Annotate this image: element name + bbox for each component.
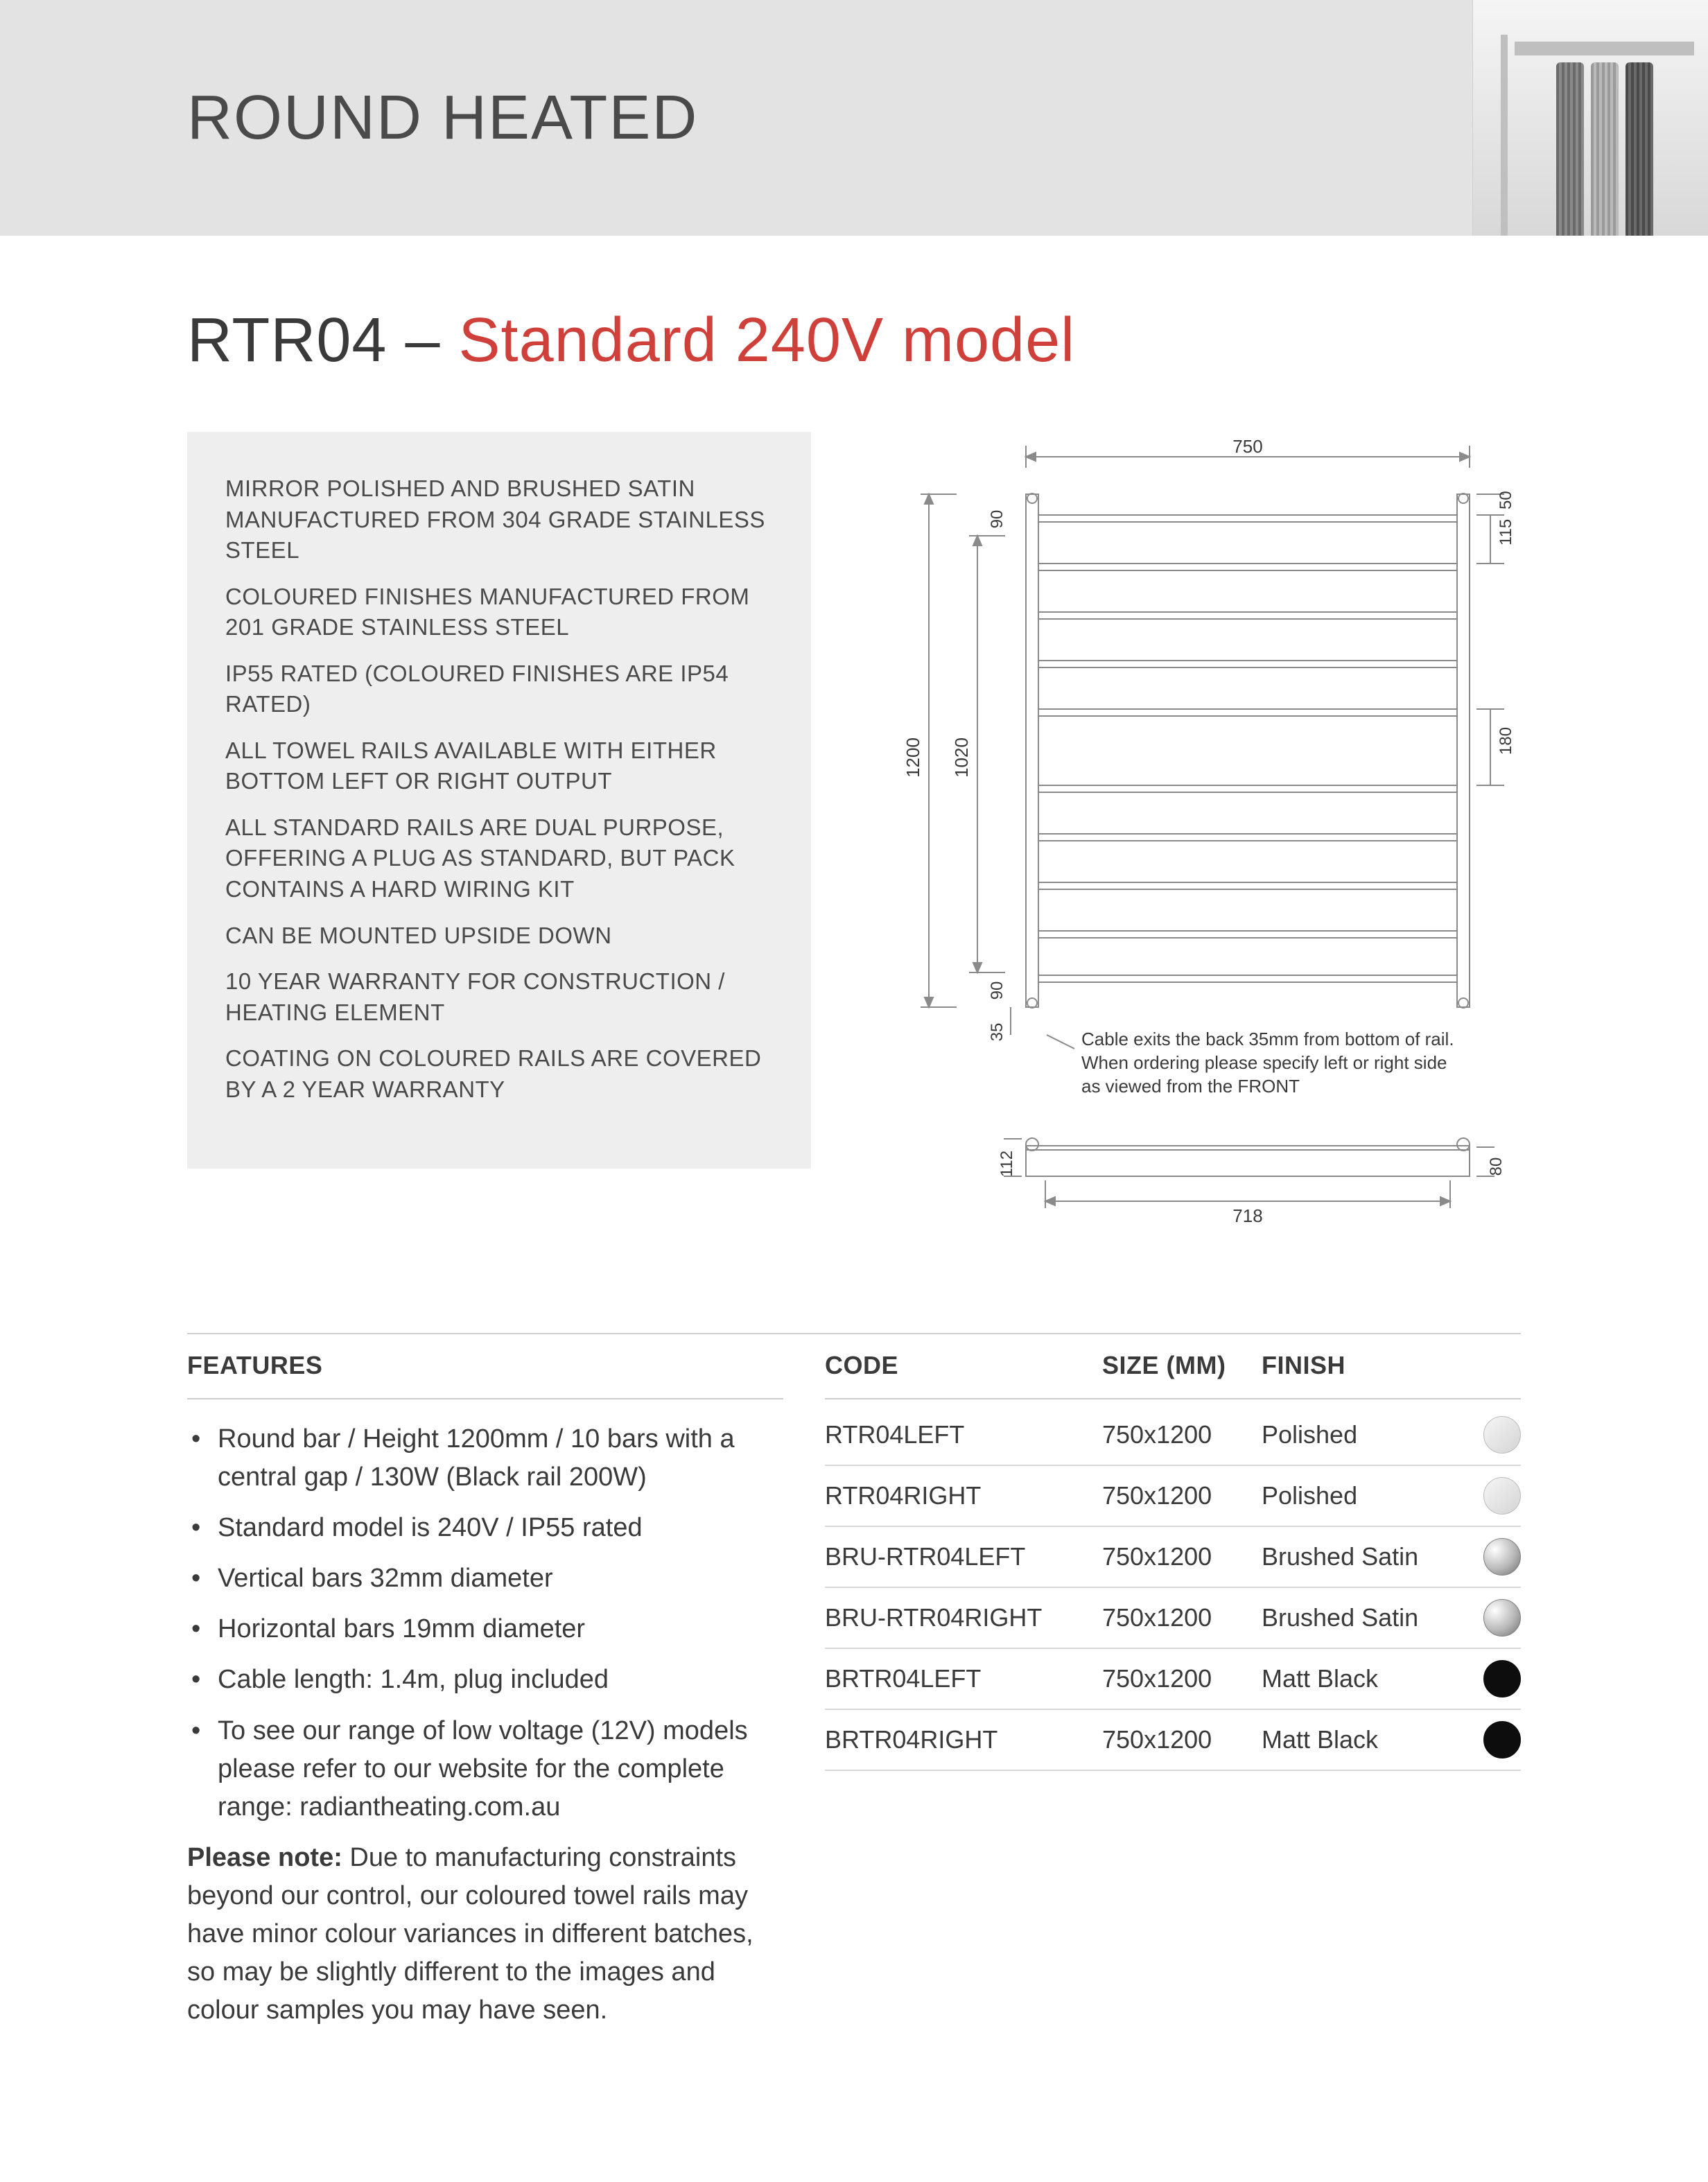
page-body: RTR04 – Standard 240V model MIRROR POLIS… xyxy=(0,236,1708,2099)
feature-item: Standard model is 240V / IP55 rated xyxy=(187,1509,783,1547)
diagram-note: Cable exits the back 35mm from bottom of… xyxy=(1081,1028,1456,1098)
sku-table-header: CODE SIZE (MM) FINISH xyxy=(825,1351,1521,1399)
sku-size: 750x1200 xyxy=(1102,1725,1262,1754)
product-title: RTR04 – Standard 240V model xyxy=(187,305,1521,376)
sku-code: RTR04RIGHT xyxy=(825,1481,1102,1510)
finish-swatch xyxy=(1483,1538,1521,1576)
spec-item: IP55 RATED (COLOURED FINISHES ARE IP54 R… xyxy=(225,658,773,720)
category-title: ROUND HEATED xyxy=(187,82,698,154)
sku-size: 750x1200 xyxy=(1102,1481,1262,1510)
col-code: CODE xyxy=(825,1351,1102,1380)
svg-text:50: 50 xyxy=(1497,491,1515,509)
feature-item: Cable length: 1.4m, plug included xyxy=(187,1661,783,1699)
sku-size: 750x1200 xyxy=(1102,1603,1262,1632)
title-sep: – xyxy=(387,306,458,375)
col-finish: FINISH xyxy=(1262,1351,1483,1380)
product-subtitle: Standard 240V model xyxy=(459,306,1076,375)
spec-item: ALL TOWEL RAILS AVAILABLE WITH EITHER BO… xyxy=(225,735,773,797)
spec-item: 10 YEAR WARRANTY FOR CONSTRUCTION / HEAT… xyxy=(225,966,773,1028)
finish-swatch xyxy=(1483,1660,1521,1697)
sku-code: BRTR04LEFT xyxy=(825,1664,1102,1693)
finish-swatch xyxy=(1483,1599,1521,1636)
sku-finish: Matt Black xyxy=(1262,1725,1483,1754)
spec-item: COATING ON COLOURED RAILS ARE COVERED BY… xyxy=(225,1043,773,1105)
sku-finish: Polished xyxy=(1262,1420,1483,1449)
svg-text:180: 180 xyxy=(1497,727,1515,755)
spec-item: COLOURED FINISHES MANUFACTURED FROM 201 … xyxy=(225,582,773,643)
feature-item: Vertical bars 32mm diameter xyxy=(187,1560,783,1598)
svg-text:35: 35 xyxy=(988,1023,1007,1042)
sku-finish: Matt Black xyxy=(1262,1664,1483,1693)
sku-size: 750x1200 xyxy=(1102,1664,1262,1693)
feature-item: Horizontal bars 19mm diameter xyxy=(187,1610,783,1648)
sku-finish: Brushed Satin xyxy=(1262,1603,1483,1632)
svg-text:112: 112 xyxy=(997,1151,1016,1177)
spec-item: MIRROR POLISHED AND BRUSHED SATIN MANUFA… xyxy=(225,473,773,566)
sku-row: BRU-RTR04RIGHT750x1200Brushed Satin xyxy=(825,1588,1521,1649)
sku-finish: Polished xyxy=(1262,1481,1483,1510)
header-band: ROUND HEATED xyxy=(0,0,1708,236)
svg-text:1200: 1200 xyxy=(903,737,923,778)
svg-text:115: 115 xyxy=(1497,519,1515,546)
finish-swatch xyxy=(1483,1721,1521,1758)
features-list: Round bar / Height 1200mm / 10 bars with… xyxy=(187,1420,783,1826)
sku-row: BRU-RTR04LEFT750x1200Brushed Satin xyxy=(825,1527,1521,1588)
sku-finish: Brushed Satin xyxy=(1262,1542,1483,1571)
sku-code: RTR04LEFT xyxy=(825,1420,1102,1449)
col-size: SIZE (MM) xyxy=(1102,1351,1262,1380)
feature-item: Round bar / Height 1200mm / 10 bars with… xyxy=(187,1420,783,1496)
product-code: RTR04 xyxy=(187,306,387,375)
svg-text:1020: 1020 xyxy=(951,737,972,778)
sku-row: RTR04LEFT750x1200Polished xyxy=(825,1405,1521,1466)
sku-size: 750x1200 xyxy=(1102,1420,1262,1449)
svg-text:750: 750 xyxy=(1232,436,1262,457)
sku-row: RTR04RIGHT750x1200Polished xyxy=(825,1466,1521,1527)
svg-text:80: 80 xyxy=(1487,1158,1506,1176)
finish-swatch xyxy=(1483,1416,1521,1454)
sku-row: BRTR04RIGHT750x1200Matt Black xyxy=(825,1710,1521,1771)
hero-photo xyxy=(1472,0,1708,236)
spec-item: ALL STANDARD RAILS ARE DUAL PURPOSE, OFF… xyxy=(225,812,773,905)
sku-code: BRU-RTR04RIGHT xyxy=(825,1603,1102,1632)
svg-text:718: 718 xyxy=(1232,1205,1262,1226)
divider xyxy=(187,1333,1521,1334)
svg-text:90: 90 xyxy=(988,981,1007,1000)
finish-swatch xyxy=(1483,1477,1521,1515)
svg-text:90: 90 xyxy=(988,510,1007,529)
sku-code: BRTR04RIGHT xyxy=(825,1725,1102,1754)
features-heading: FEATURES xyxy=(187,1351,783,1399)
sku-size: 750x1200 xyxy=(1102,1542,1262,1571)
sku-row: BRTR04LEFT750x1200Matt Black xyxy=(825,1649,1521,1710)
technical-diagram: 750 1200 1020 90 90 35 xyxy=(866,432,1521,1264)
sku-table-body: RTR04LEFT750x1200PolishedRTR04RIGHT750x1… xyxy=(825,1405,1521,1771)
spec-item: CAN BE MOUNTED UPSIDE DOWN xyxy=(225,920,773,952)
footnote: Please note: Due to manufacturing constr… xyxy=(187,1839,783,2030)
feature-item: To see our range of low voltage (12V) mo… xyxy=(187,1712,783,1826)
spec-box: MIRROR POLISHED AND BRUSHED SATIN MANUFA… xyxy=(187,432,811,1169)
sku-code: BRU-RTR04LEFT xyxy=(825,1542,1102,1571)
